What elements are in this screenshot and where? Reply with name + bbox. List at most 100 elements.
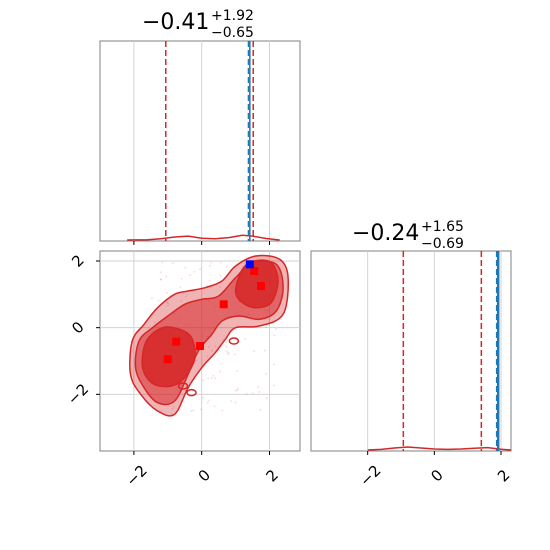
- scatter-point: [207, 399, 210, 402]
- sample-marker: [257, 282, 266, 290]
- scatter-point: [189, 274, 192, 277]
- scatter-point: [180, 277, 183, 280]
- scatter-point: [210, 377, 213, 380]
- scatter-point: [253, 350, 256, 353]
- small-contour: [228, 337, 240, 345]
- scatter-point: [263, 349, 266, 352]
- scatter-point: [179, 285, 182, 288]
- scatter-point: [199, 268, 202, 271]
- scatter-point: [213, 405, 216, 408]
- truth-marker: [245, 260, 254, 269]
- scatter-point: [166, 301, 169, 304]
- marginal-y-grid: [367, 251, 502, 451]
- scatter-point: [244, 337, 247, 340]
- sample-marker: [219, 300, 228, 309]
- joint-y-tick-label: 2: [68, 251, 87, 270]
- sample-marker: [163, 355, 172, 364]
- scatter-point: [222, 338, 225, 341]
- marginal-x-panel: −0.41 +1.92 −0.65: [99, 8, 301, 245]
- marginal-y-title-lower: −0.69: [421, 236, 464, 252]
- joint-markers: [163, 260, 266, 364]
- scatter-point: [225, 350, 228, 353]
- scatter-point: [184, 266, 187, 269]
- scatter-point: [171, 262, 174, 265]
- scatter-point: [209, 261, 212, 264]
- scatter-point: [251, 392, 254, 395]
- marginal-y-tick-label: 0: [427, 466, 446, 485]
- scatter-point: [206, 355, 209, 358]
- scatter-point: [219, 285, 222, 288]
- scatter-point: [214, 377, 217, 380]
- scatter-point: [159, 278, 162, 281]
- scatter-point: [161, 261, 164, 264]
- scatter-point: [237, 387, 240, 390]
- sample-marker: [172, 337, 181, 346]
- marginal-y-histogram: [367, 446, 512, 451]
- scatter-point: [258, 391, 261, 394]
- scatter-point: [179, 299, 182, 302]
- marginal-y-title-upper: +1.65: [421, 219, 464, 235]
- scatter-point: [167, 302, 170, 305]
- small-contour: [186, 388, 197, 397]
- marginal-y-lines: [402, 251, 500, 451]
- scatter-point: [153, 321, 156, 324]
- marginal-y-title-value: −0.24: [352, 221, 419, 246]
- scatter-point: [200, 408, 203, 411]
- scatter-point: [233, 353, 236, 356]
- scatter-point: [160, 271, 163, 274]
- scatter-point: [265, 397, 268, 400]
- scatter-point: [268, 318, 271, 321]
- scatter-point: [165, 275, 168, 278]
- scatter-point: [236, 389, 239, 392]
- scatter-point: [206, 401, 209, 404]
- marginal-y-tick-label: 2: [494, 466, 513, 485]
- marginal-y-frame: [310, 250, 512, 452]
- marginal-x-title: −0.41: [142, 10, 209, 35]
- scatter-point: [166, 304, 169, 307]
- marginal-y-ticks: −2 0 2: [356, 451, 513, 490]
- scatter-point: [220, 261, 223, 264]
- scatter-point: [265, 372, 268, 375]
- scatter-point: [184, 295, 187, 298]
- scatter-point: [218, 370, 221, 373]
- marginal-x-histogram: [127, 234, 280, 241]
- scatter-point: [212, 374, 215, 377]
- marginal-y-tick-label: −2: [356, 462, 384, 490]
- scatter-point: [236, 370, 239, 373]
- scatter-point: [234, 401, 237, 404]
- marginal-x-title-value: −0.41: [142, 10, 209, 35]
- scatter-point: [245, 393, 248, 396]
- scatter-point: [227, 352, 230, 355]
- scatter-point: [186, 293, 189, 296]
- scatter-point: [259, 408, 262, 411]
- scatter-point: [227, 351, 230, 354]
- scatter-point: [195, 359, 198, 362]
- marginal-y-panel: −0.24 +1.65 −0.69 −2 0 2: [310, 219, 513, 490]
- scatter-point: [160, 410, 163, 413]
- scatter-point: [234, 389, 237, 392]
- scatter-point: [272, 363, 275, 366]
- scatter-point: [272, 384, 275, 387]
- scatter-point: [221, 409, 224, 412]
- scatter-point: [190, 410, 193, 413]
- scatter-point: [192, 409, 195, 412]
- scatter-point: [171, 407, 174, 410]
- scatter-point: [159, 278, 162, 281]
- scatter-point: [273, 334, 276, 337]
- scatter-point: [225, 341, 228, 344]
- scatter-point: [207, 345, 210, 348]
- scatter-point: [211, 349, 214, 352]
- marginal-y-title: −0.24: [352, 221, 419, 246]
- marginal-x-ticks: [133, 241, 270, 245]
- sample-marker: [250, 267, 259, 275]
- marginal-x-lines: [165, 41, 254, 241]
- scatter-point: [172, 405, 175, 408]
- scatter-point: [265, 326, 268, 329]
- marginal-x-title-lower: −0.65: [211, 25, 254, 41]
- joint-x-tick-label: 2: [262, 466, 281, 485]
- sample-marker: [196, 342, 204, 350]
- scatter-point: [220, 362, 223, 365]
- scatter-point: [157, 299, 160, 302]
- scatter-point: [193, 270, 196, 273]
- scatter-point: [165, 291, 168, 294]
